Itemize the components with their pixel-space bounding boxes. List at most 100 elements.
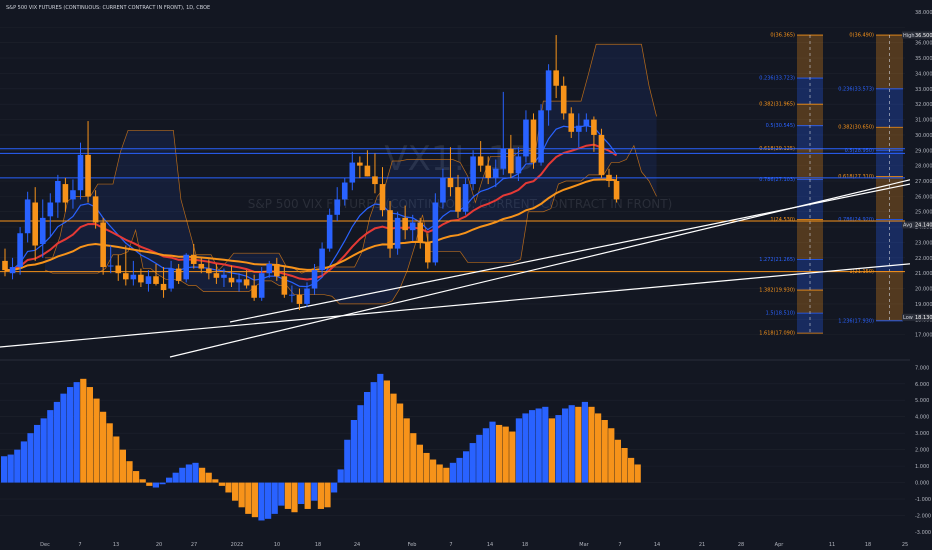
candle-body xyxy=(39,217,46,244)
candle-body xyxy=(530,119,537,163)
histogram-bar xyxy=(7,454,14,483)
time-tick-label: Apr xyxy=(775,542,785,548)
candle-body xyxy=(470,156,476,185)
candle-body xyxy=(326,214,333,249)
histogram-bar xyxy=(621,448,628,483)
histogram-bar xyxy=(331,482,338,493)
histogram-bar xyxy=(324,482,331,508)
price-tick-label: 36.000 xyxy=(915,41,932,47)
histogram-bar xyxy=(212,479,219,483)
candle-body xyxy=(9,267,16,274)
price-tick-label: 34.000 xyxy=(915,71,932,77)
fib-retracement[interactable]: 0(36.365) 0.236(33.723) 0.382(31.965) 0.5(3… xyxy=(759,33,903,337)
candle-body xyxy=(281,276,288,295)
candle-body xyxy=(160,283,167,291)
candle-body xyxy=(455,187,461,212)
candle-body xyxy=(568,113,575,132)
osc-tick-label: 0.000 xyxy=(915,481,929,487)
histogram-bar xyxy=(430,459,437,483)
histogram-bar xyxy=(119,449,126,483)
osc-tick-label: -2.000 xyxy=(915,514,931,520)
time-tick-label: Dec xyxy=(40,542,50,548)
histogram-bar xyxy=(364,392,371,483)
histogram-bar xyxy=(152,482,159,488)
candle-body xyxy=(349,162,356,183)
price-tick-label: 29.000 xyxy=(915,148,932,154)
histogram-bar xyxy=(568,405,575,483)
osc-tick-label: 3.000 xyxy=(915,431,929,437)
histogram-bar xyxy=(60,393,67,483)
time-tick-label: 18 xyxy=(865,542,871,548)
candle-body xyxy=(334,199,340,215)
histogram-bar xyxy=(344,439,351,483)
candle-body xyxy=(402,217,408,231)
histogram-bar xyxy=(40,418,47,483)
histogram-bar xyxy=(311,482,318,501)
time-tick-label: 24 xyxy=(354,542,360,548)
time-axis[interactable] xyxy=(0,538,932,550)
ema-line xyxy=(4,178,617,272)
price-tag-prefix: High xyxy=(903,33,915,39)
candle-body xyxy=(183,254,189,280)
candle-body xyxy=(258,273,265,298)
candle-body xyxy=(545,70,552,111)
histogram-bar xyxy=(449,462,456,483)
time-tick-label: 21 xyxy=(699,542,705,548)
histogram-bar xyxy=(146,482,153,486)
histogram-bar xyxy=(126,461,133,483)
histogram-bar xyxy=(548,418,555,483)
histogram-bar xyxy=(410,433,417,483)
histogram-bar xyxy=(390,393,397,483)
histogram-bar xyxy=(100,411,107,483)
trend-line xyxy=(0,261,931,348)
chart-title: S&P 500 VIX FUTURES (CONTINUOUS: CURRENT… xyxy=(6,5,210,11)
histogram-bar xyxy=(34,424,41,483)
fib-level-label: 0(36.365) xyxy=(770,33,795,39)
momentum-histogram xyxy=(1,373,641,521)
time-tick-label: 10 xyxy=(274,542,280,548)
price-tick-label: 23.000 xyxy=(915,240,932,246)
candle-body xyxy=(92,196,99,223)
histogram-bar xyxy=(14,449,21,483)
fib-level-label: 1.236(17.930) xyxy=(838,318,874,324)
price-tick-label: 35.000 xyxy=(915,56,932,62)
candle-body xyxy=(77,154,84,191)
time-tick-label: 28 xyxy=(738,542,744,548)
cloud-lower xyxy=(44,144,657,305)
histogram-bar xyxy=(397,403,404,483)
time-tick-label: 7 xyxy=(449,542,452,548)
histogram-bar xyxy=(284,482,291,509)
histogram-bar xyxy=(416,444,423,483)
candle-body xyxy=(485,165,491,178)
histogram-bar xyxy=(265,482,272,519)
candle-body xyxy=(24,199,31,234)
price-tick-label: 22.000 xyxy=(915,256,932,262)
histogram-bar xyxy=(370,382,377,483)
histogram-bar xyxy=(535,408,542,483)
candle-body xyxy=(123,273,129,280)
histogram-bar xyxy=(166,477,173,483)
histogram-bar xyxy=(357,405,364,483)
histogram-bar xyxy=(469,443,476,483)
fib-level-label: 0(36.490) xyxy=(849,33,874,39)
histogram-bar xyxy=(502,426,509,483)
histogram-bar xyxy=(575,406,582,483)
histogram-bar xyxy=(199,467,206,483)
candle-body xyxy=(251,285,257,298)
candle-body xyxy=(274,263,280,277)
candle-body xyxy=(70,190,76,200)
time-tick-label: 2022 xyxy=(231,542,244,548)
candle-body xyxy=(107,265,114,267)
candle-body xyxy=(364,165,371,177)
osc-tick-label: -3.000 xyxy=(915,530,931,536)
fib-level-label: 0.786(27.103) xyxy=(759,177,795,183)
price-tick-label: 19.000 xyxy=(915,302,932,308)
time-tick-label: 18 xyxy=(522,542,528,548)
histogram-bar xyxy=(529,410,536,483)
price-tick-label: 33.000 xyxy=(915,87,932,93)
histogram-bar xyxy=(271,482,278,514)
trend-lines[interactable] xyxy=(0,174,931,358)
price-axis[interactable] xyxy=(910,0,932,550)
histogram-bar xyxy=(463,451,470,483)
